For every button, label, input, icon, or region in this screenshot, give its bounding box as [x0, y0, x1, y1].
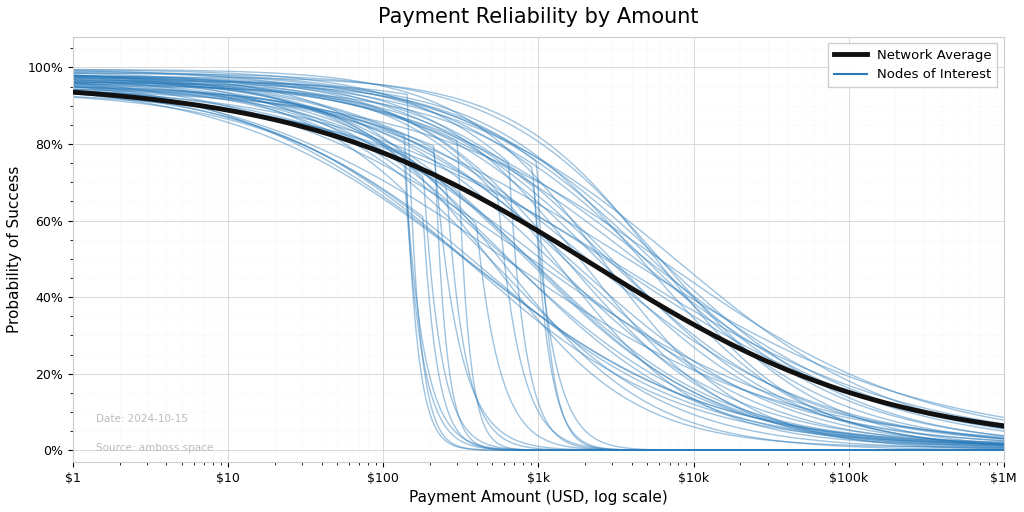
Legend: Network Average, Nodes of Interest: Network Average, Nodes of Interest — [828, 44, 997, 87]
Network Average — [997, 423, 1010, 429]
X-axis label: Payment Amount (USD, log scale): Payment Amount (USD, log scale) — [409, 490, 668, 505]
Network Average — [231, 109, 244, 115]
Network Average — [688, 322, 700, 328]
Network Average — [67, 89, 79, 95]
Network Average — [615, 279, 628, 285]
Network Average — [768, 361, 780, 367]
Network Average — [306, 126, 318, 133]
Y-axis label: Probability of Success: Probability of Success — [7, 165, 22, 333]
Title: Payment Reliability by Amount: Payment Reliability by Amount — [378, 7, 698, 27]
Network Average — [488, 203, 501, 209]
Line: Network Average: Network Average — [73, 92, 1004, 426]
Text: Date: 2024-10-15: Date: 2024-10-15 — [96, 414, 188, 423]
Text: Source: amboss.space: Source: amboss.space — [96, 443, 214, 453]
